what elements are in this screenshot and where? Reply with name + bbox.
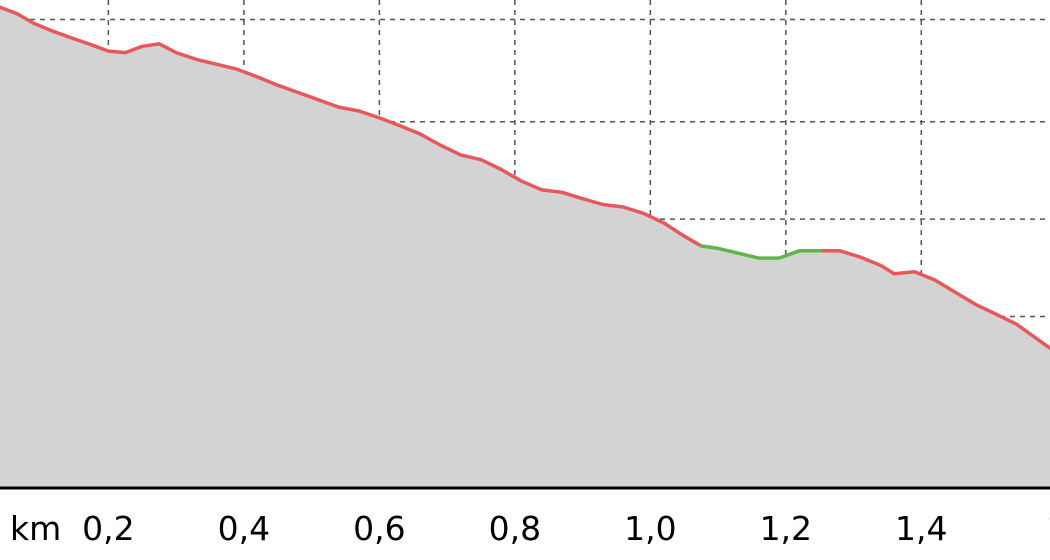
x-unit-label: km xyxy=(10,509,61,548)
x-tick-label: 0,2 xyxy=(82,509,134,548)
elevation-fill xyxy=(0,7,1050,488)
x-tick-label: 0,6 xyxy=(353,509,405,548)
elevation-line-steep xyxy=(0,5,703,248)
x-tick-labels: km 0,2 0,4 0,6 0,8 1,0 1,2 1,4 1 xyxy=(10,509,1050,548)
x-tick-label: 1,4 xyxy=(895,509,947,548)
elevation-line-gentle xyxy=(699,244,825,260)
x-tick-label: 0,8 xyxy=(489,509,541,548)
x-tick-label: 1,2 xyxy=(760,509,812,548)
x-tick-label: 1 xyxy=(1046,509,1050,548)
x-tick-label: 0,4 xyxy=(218,509,270,548)
x-tick-label: 1,0 xyxy=(624,509,676,548)
elevation-line-steep xyxy=(821,249,1050,350)
elevation-area xyxy=(0,7,1050,488)
elevation-line xyxy=(0,5,1050,350)
